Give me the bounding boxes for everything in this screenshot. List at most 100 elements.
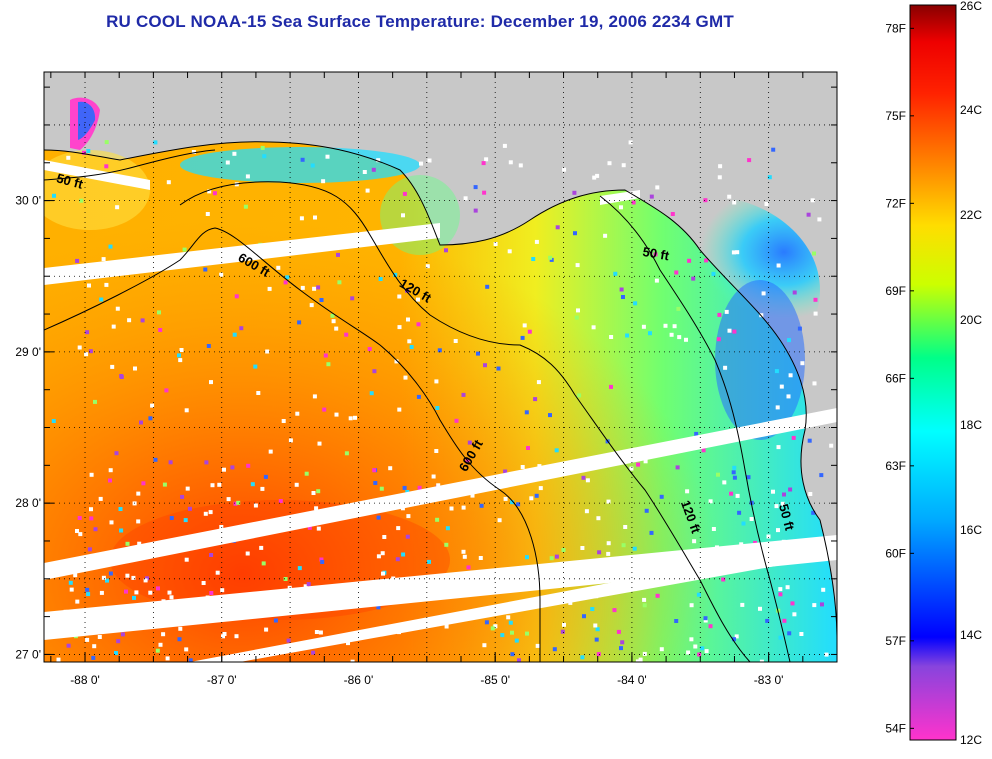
speckle (549, 257, 554, 262)
speckle (721, 577, 726, 582)
speckle (89, 472, 94, 477)
cool-nearshore-panhandle (180, 147, 420, 183)
speckle (503, 496, 508, 501)
speckle (236, 500, 241, 505)
speckle (155, 648, 160, 653)
speckle (79, 198, 84, 203)
speckle (497, 518, 502, 523)
speckle (806, 212, 811, 217)
speckle (625, 333, 630, 338)
speckle (109, 520, 114, 525)
speckle (101, 575, 106, 580)
speckle (164, 388, 169, 393)
speckle (473, 185, 478, 190)
speckle (245, 551, 250, 556)
speckle (401, 213, 405, 218)
speckle (654, 278, 659, 283)
speckle (232, 151, 237, 156)
speckle (108, 468, 113, 473)
speckle (221, 634, 225, 639)
speckle (208, 510, 213, 515)
speckle (157, 310, 161, 315)
speckle (116, 639, 121, 644)
speckle (419, 161, 423, 166)
speckle (184, 647, 189, 652)
speckle (201, 581, 206, 585)
speckle (166, 180, 171, 185)
speckle (326, 362, 331, 367)
speckle (276, 265, 281, 270)
speckle (813, 311, 818, 316)
speckle (659, 647, 664, 652)
speckle (674, 619, 679, 623)
speckle (669, 332, 674, 337)
speckle (330, 313, 335, 318)
speckle (105, 578, 109, 583)
speckle (403, 375, 408, 380)
speckle (732, 329, 737, 334)
speckle (700, 646, 705, 651)
speckle (179, 348, 184, 352)
speckle (596, 516, 601, 521)
speckle (312, 394, 317, 399)
speckle (739, 542, 744, 547)
speckle (613, 271, 618, 276)
speckle (307, 525, 312, 530)
speckle (482, 643, 487, 648)
speckle (576, 308, 580, 313)
speckle (820, 602, 824, 607)
speckle (75, 529, 79, 533)
speckle (119, 528, 124, 533)
speckle (776, 445, 781, 450)
speckle (169, 516, 174, 520)
speckle (771, 147, 776, 152)
speckle (560, 629, 565, 634)
speckle (595, 627, 600, 632)
speckle (394, 359, 399, 364)
speckle (288, 438, 293, 443)
speckle (184, 557, 189, 562)
speckle (222, 632, 227, 636)
speckle (643, 459, 648, 464)
speckle (693, 644, 698, 649)
speckle (125, 573, 130, 578)
speckle (632, 546, 637, 551)
colorbar: 26C 24C 22C 20C 18C 16C 14C 12C 78F 75F 72F 69F 66F 6… (885, 0, 982, 747)
speckle (321, 179, 326, 184)
speckle (584, 509, 589, 514)
speckle (268, 449, 273, 454)
lon-tick-label: -86 0' (344, 673, 374, 687)
contour-50ft-west (44, 149, 216, 181)
colorbar-fahrenheit-label: 60F (885, 546, 906, 560)
speckle (407, 339, 412, 344)
speckle (396, 526, 401, 531)
speckle (616, 629, 621, 634)
lat-tick-label: 28 0' (15, 496, 41, 510)
speckle (397, 407, 402, 412)
colorbar-celsius-label: 24C (960, 103, 982, 117)
speckle (215, 570, 220, 575)
speckle (325, 154, 330, 159)
speckle (467, 440, 472, 445)
speckle (319, 557, 324, 562)
colorbar-fahrenheit-label: 69F (885, 284, 906, 298)
speckle (66, 643, 71, 648)
speckle (821, 587, 826, 592)
speckle (140, 318, 145, 323)
speckle (191, 150, 196, 154)
speckle (369, 391, 374, 396)
speckle (376, 158, 381, 163)
speckle (548, 413, 552, 418)
speckle (674, 270, 679, 275)
speckle (496, 366, 501, 371)
speckle (735, 250, 740, 255)
speckle (188, 658, 193, 662)
colorbar-celsius-label: 12C (960, 733, 982, 747)
speckle (434, 379, 439, 384)
speckle (612, 608, 617, 613)
speckle (365, 188, 370, 193)
speckle (621, 163, 626, 168)
speckle (153, 457, 158, 462)
speckle (580, 655, 585, 660)
